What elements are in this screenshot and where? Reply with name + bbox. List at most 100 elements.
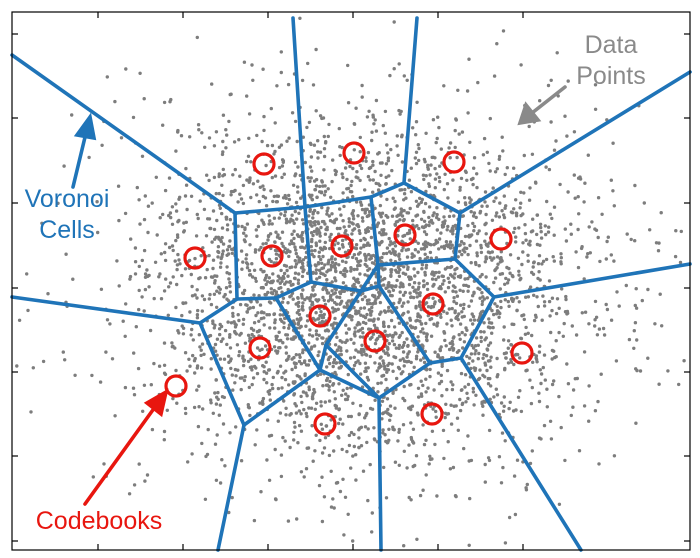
- data-point: [339, 349, 343, 353]
- data-point: [482, 330, 486, 334]
- data-point: [452, 299, 456, 304]
- data-point: [278, 364, 283, 368]
- data-point: [220, 183, 224, 187]
- data-point: [269, 433, 274, 438]
- data-point: [220, 252, 225, 256]
- data-point: [319, 400, 323, 404]
- data-point: [374, 297, 378, 301]
- data-point: [251, 328, 256, 332]
- data-point: [219, 339, 223, 344]
- data-point: [439, 315, 443, 319]
- data-point: [548, 212, 552, 216]
- data-point: [402, 301, 406, 305]
- data-point: [400, 239, 404, 243]
- data-point: [354, 243, 359, 247]
- data-point: [483, 375, 487, 379]
- data-point: [161, 123, 165, 127]
- data-point: [427, 205, 432, 209]
- data-point: [549, 437, 554, 441]
- data-point: [241, 201, 246, 206]
- data-point: [578, 177, 583, 181]
- data-point: [249, 300, 253, 304]
- data-point: [483, 239, 487, 243]
- data-point: [511, 274, 515, 279]
- data-point: [382, 283, 386, 287]
- data-points-label-line: Data: [584, 31, 638, 59]
- data-point: [385, 351, 389, 355]
- data-point: [467, 57, 471, 61]
- data-point: [292, 420, 297, 425]
- data-point: [299, 259, 303, 264]
- data-point: [333, 168, 337, 173]
- data-point: [450, 306, 454, 311]
- data-point: [352, 253, 357, 257]
- data-point: [484, 354, 489, 358]
- data-point: [224, 146, 228, 150]
- data-point: [199, 254, 203, 258]
- data-point: [338, 302, 342, 306]
- data-point: [343, 495, 348, 499]
- data-point: [421, 383, 425, 388]
- data-point: [258, 303, 263, 307]
- data-point: [95, 200, 99, 204]
- data-point: [654, 241, 659, 245]
- data-point: [425, 281, 429, 286]
- data-point: [391, 425, 395, 429]
- data-point: [495, 255, 500, 259]
- data-point: [318, 150, 323, 154]
- data-point: [327, 453, 332, 458]
- data-point: [492, 312, 496, 317]
- data-point: [515, 458, 520, 462]
- data-point: [191, 338, 195, 342]
- data-point: [422, 331, 426, 335]
- data-point: [347, 224, 351, 228]
- data-point: [397, 430, 401, 434]
- data-point: [246, 154, 251, 158]
- data-point: [180, 273, 184, 278]
- data-point: [507, 304, 511, 308]
- data-point: [123, 334, 127, 338]
- data-point: [291, 319, 296, 323]
- data-point: [341, 219, 345, 223]
- data-point: [406, 352, 410, 356]
- data-point: [495, 393, 500, 397]
- data-point: [358, 231, 362, 236]
- data-point: [307, 358, 312, 363]
- codebook-ring: [393, 223, 417, 247]
- data-point: [349, 466, 353, 470]
- data-point: [431, 296, 435, 300]
- data-point: [341, 175, 345, 180]
- data-point: [308, 165, 313, 169]
- data-point: [442, 456, 446, 461]
- data-point: [384, 232, 388, 236]
- data-point: [317, 321, 322, 326]
- data-point: [314, 47, 318, 52]
- data-point: [147, 285, 151, 289]
- data-point: [320, 180, 324, 184]
- data-point: [17, 318, 22, 322]
- data-point: [171, 396, 175, 401]
- data-point: [537, 399, 542, 404]
- data-point: [142, 248, 147, 253]
- data-point: [322, 495, 327, 499]
- voronoi-edge: [198, 321, 246, 552]
- data-point: [282, 271, 287, 276]
- data-point: [576, 195, 580, 199]
- data-point: [386, 347, 390, 351]
- data-point: [31, 366, 35, 370]
- data-point: [174, 202, 178, 206]
- data-point: [341, 281, 346, 285]
- data-point: [133, 246, 138, 250]
- data-point: [572, 130, 577, 134]
- data-point: [424, 377, 428, 381]
- data-point: [323, 222, 327, 226]
- data-point: [231, 173, 235, 177]
- data-point: [474, 239, 479, 243]
- data-point: [385, 197, 389, 202]
- data-point: [314, 311, 318, 315]
- data-point: [211, 266, 215, 271]
- data-point: [274, 337, 279, 342]
- data-point: [383, 310, 388, 314]
- data-point: [231, 314, 235, 318]
- data-point: [308, 298, 312, 303]
